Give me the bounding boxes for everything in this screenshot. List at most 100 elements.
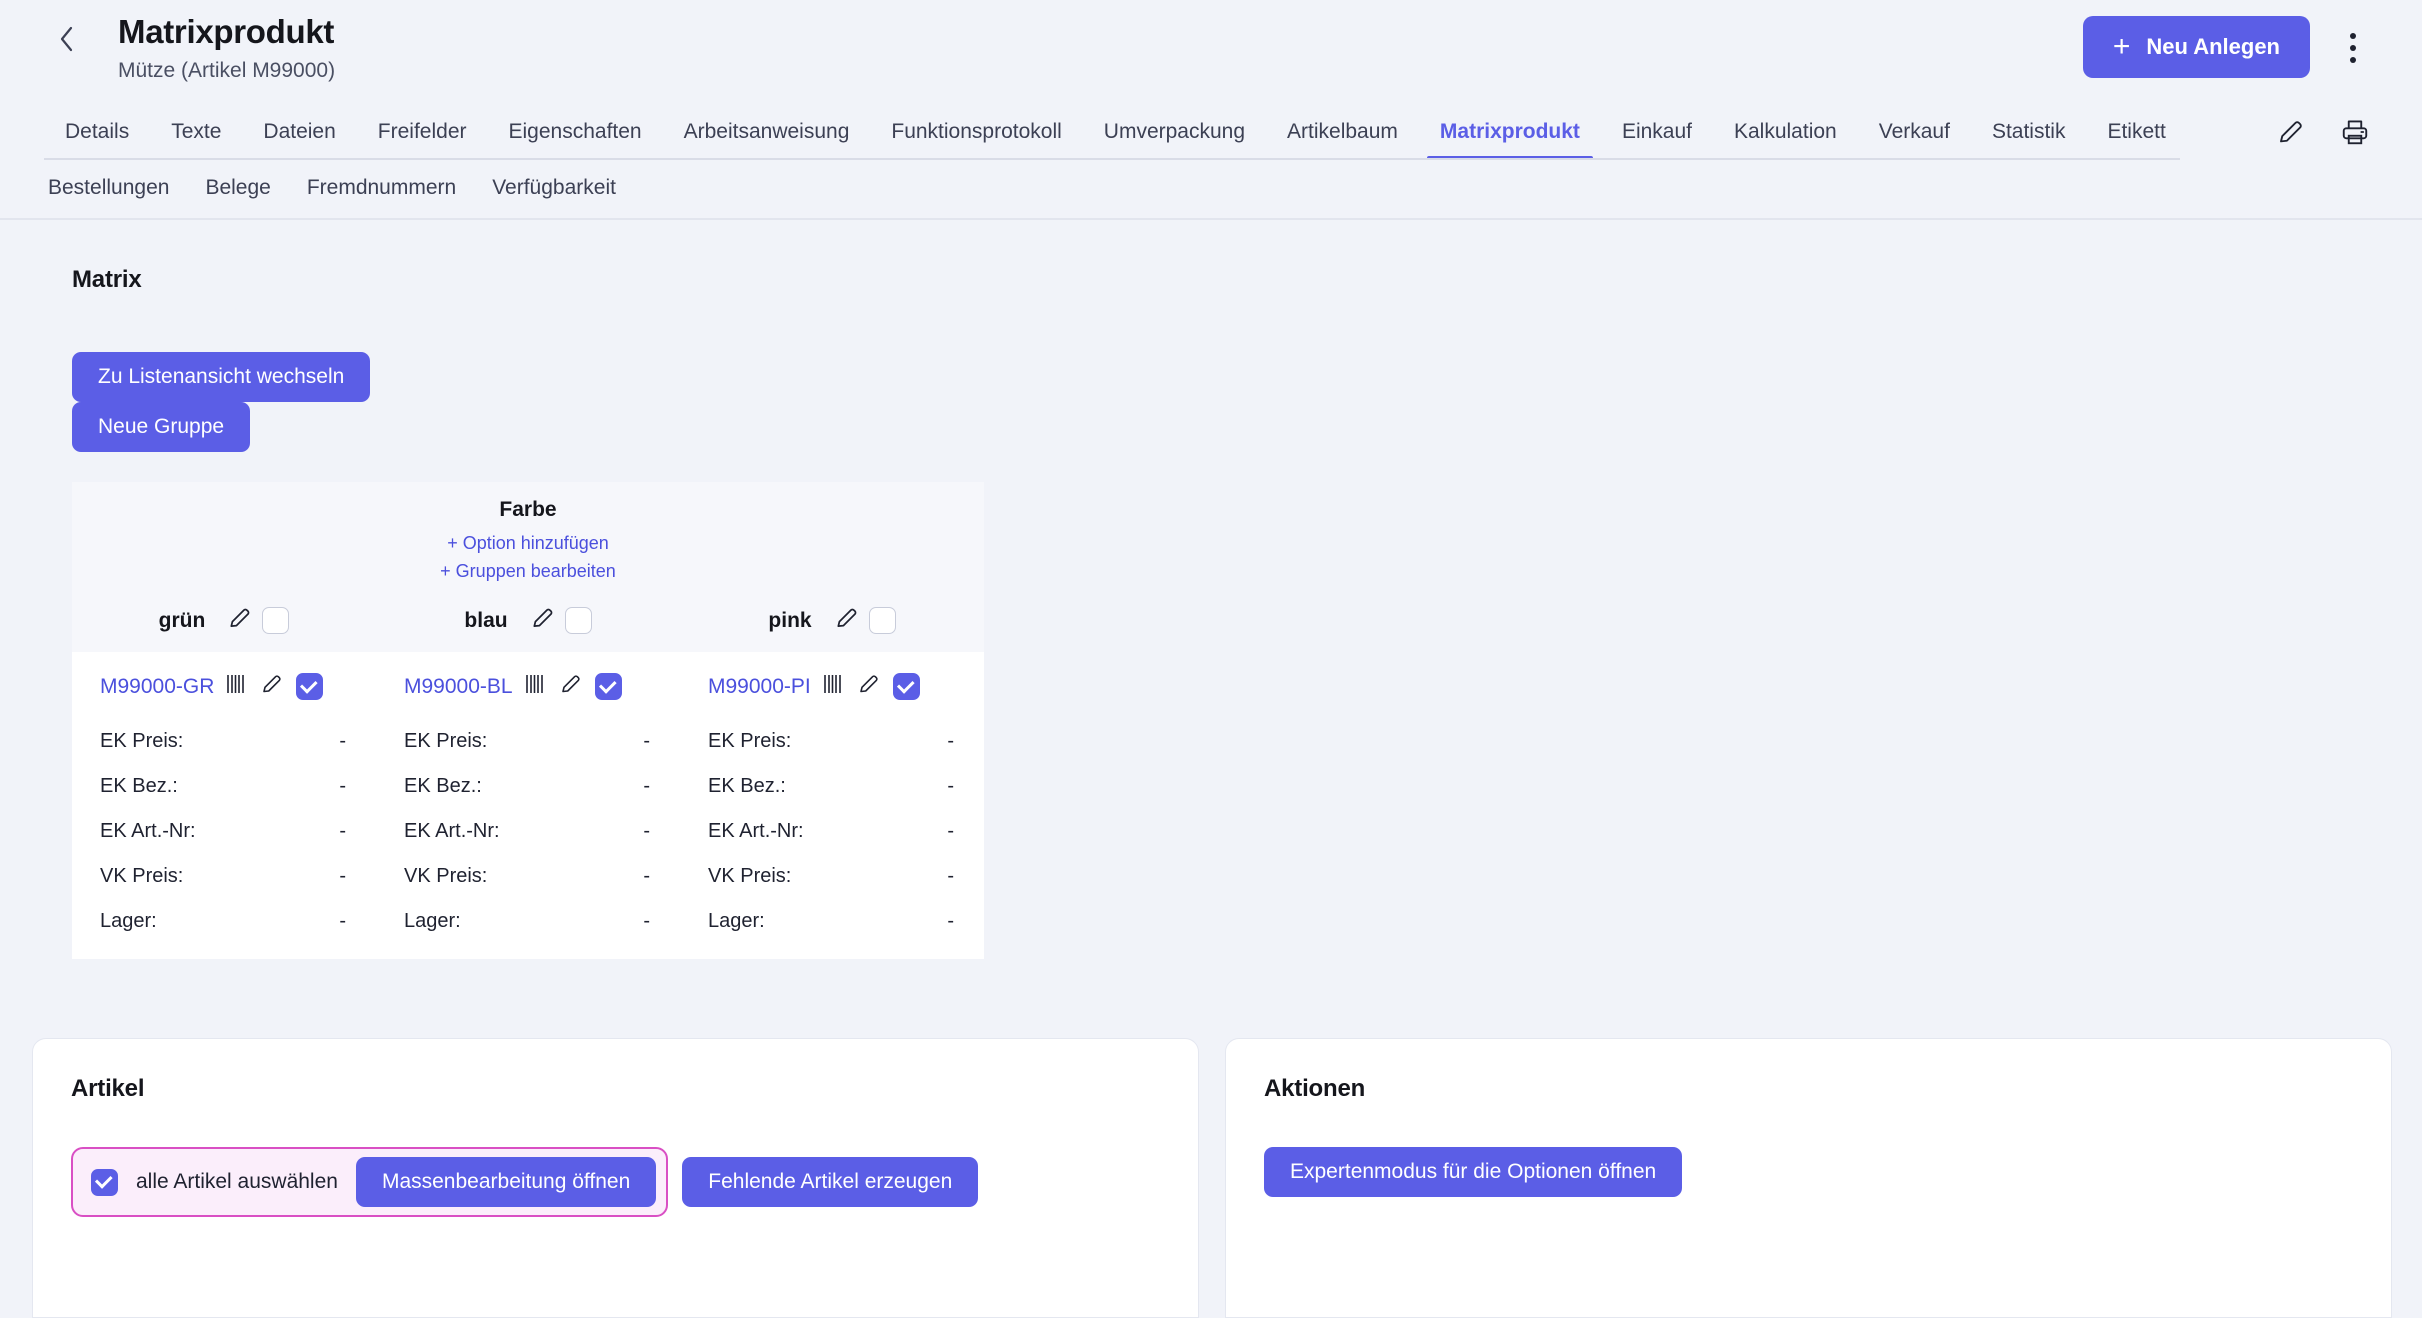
barcode-icon (525, 675, 543, 693)
open-expert-mode-button[interactable]: Expertenmodus für die Optionen öffnen (1264, 1147, 1683, 1197)
subtab-belege[interactable]: Belege (205, 176, 271, 199)
tab-verkauf[interactable]: Verkauf (1878, 120, 1950, 143)
sku-select-checkbox[interactable] (296, 673, 324, 700)
switch-to-list-view-button[interactable]: Zu Listenansicht wechseln (72, 352, 371, 402)
tab-umverpackung[interactable]: Umverpackung (1103, 120, 1246, 143)
matrix-attribute-row: EK Art.-Nr: - EK Art.-Nr: - EK Art.-Nr: - (72, 809, 984, 854)
add-option-link[interactable]: + Option hinzufügen (447, 533, 609, 553)
more-options-button[interactable] (2336, 28, 2370, 68)
matrix-attribute-label: Lager: (100, 910, 157, 932)
matrix-attribute-label: Lager: (708, 910, 765, 932)
back-button[interactable] (50, 22, 84, 56)
tab-texte[interactable]: Texte (171, 120, 222, 143)
sku-select-checkbox[interactable] (892, 673, 920, 700)
printer-icon[interactable] (2340, 117, 2370, 152)
create-missing-articles-button[interactable]: Fehlende Artikel erzeugen (682, 1157, 979, 1207)
matrix-attribute-cell: EK Art.-Nr: - (376, 809, 680, 854)
matrix-attribute-value: - (339, 730, 346, 752)
matrix-attribute-cell: EK Preis: - (72, 719, 376, 764)
matrix-attribute-value: - (339, 910, 346, 932)
more-vertical-icon-dot (2350, 57, 2356, 63)
matrix-attribute-row: EK Preis: - EK Preis: - EK Preis: - (72, 719, 984, 764)
tab-dateien[interactable]: Dateien (263, 120, 336, 143)
tab-kalkulation[interactable]: Kalkulation (1733, 120, 1837, 143)
more-vertical-icon-dot (2350, 45, 2356, 51)
matrix-attribute-value: - (947, 865, 954, 887)
tab-matrixprodukt[interactable]: Matrixprodukt (1419, 114, 1601, 160)
primary-tabbar: Details Texte Dateien Freifelder Eigenschaft… (0, 104, 2422, 160)
barcode-icon (227, 675, 245, 693)
matrix-attribute-label: EK Preis: (100, 730, 184, 752)
articles-card-title: Artikel (71, 1075, 145, 1102)
sku-edit-button[interactable] (857, 672, 881, 701)
select-all-articles-label: alle Artikel auswählen (136, 1170, 338, 1193)
matrix-option-name: blau (464, 608, 508, 632)
matrix-attribute-value: - (643, 775, 650, 797)
matrix-option-header: blau (376, 595, 680, 652)
matrix-option-header: pink (680, 595, 984, 652)
select-all-articles-checkbox[interactable] (91, 1168, 118, 1196)
primary-tab-list: Details Texte Dateien Freifelder Eigenschaft… (44, 114, 2187, 160)
matrix-attribute-value: - (643, 865, 650, 887)
option-select-checkbox[interactable] (262, 607, 290, 634)
tab-arbeitsanweisung[interactable]: Arbeitsanweisung (683, 120, 850, 143)
matrix-attribute-cell: EK Bez.: - (72, 764, 376, 809)
matrix-sku-cell: M99000-BL (376, 652, 680, 719)
matrix-attribute-label: EK Bez.: (708, 775, 786, 797)
option-edit-button[interactable] (834, 605, 860, 636)
matrix-attribute-cell: VK Preis: - (680, 854, 984, 899)
sku-edit-button[interactable] (260, 672, 284, 701)
matrix-attribute-value: - (643, 820, 650, 842)
page-title: Matrixprodukt (118, 13, 335, 50)
tabbar-divider (44, 158, 2180, 160)
tab-artikelbaum[interactable]: Artikelbaum (1287, 120, 1398, 143)
tab-statistik[interactable]: Statistik (1991, 120, 2066, 143)
sku-link[interactable]: M99000-PI (708, 674, 811, 698)
tabbar-icons (2276, 117, 2370, 152)
secondary-tabbar: Bestellungen Belege Fremdnummern Verfügbark… (0, 160, 2422, 218)
matrix-attribute-label: EK Art.-Nr: (404, 820, 500, 842)
matrix-attribute-value: - (339, 775, 346, 797)
option-select-checkbox[interactable] (564, 607, 592, 634)
tab-etikett[interactable]: Etikett (2107, 120, 2166, 143)
edit-groups-link[interactable]: + Gruppen bearbeiten (440, 561, 616, 581)
option-edit-button[interactable] (227, 605, 253, 636)
sku-barcode-button[interactable] (823, 672, 845, 701)
matrix-heading: Matrix (72, 266, 142, 293)
matrix-attribute-label: VK Preis: (708, 865, 792, 887)
pencil-icon[interactable] (2276, 117, 2306, 152)
content-divider (0, 218, 2422, 220)
actions-card-title: Aktionen (1264, 1075, 1366, 1102)
sku-barcode-button[interactable] (226, 672, 248, 701)
matrix-attribute-cell: EK Art.-Nr: - (680, 809, 984, 854)
title-block: Matrixprodukt Mütze (Artikel M99000) (118, 12, 335, 83)
actions-card-actions: Expertenmodus für die Optionen öffnen (1264, 1147, 2353, 1197)
sku-link[interactable]: M99000-BL (404, 674, 513, 698)
tab-freifelder[interactable]: Freifelder (377, 120, 467, 143)
new-create-button[interactable]: + Neu Anlegen (2082, 16, 2310, 78)
tab-funktionsprotokoll[interactable]: Funktionsprotokoll (891, 120, 1062, 143)
matrix-attribute-label: VK Preis: (404, 865, 488, 887)
open-bulk-edit-button[interactable]: Massenbearbeitung öffnen (355, 1157, 657, 1207)
option-edit-button[interactable] (530, 605, 556, 636)
subtab-fremdnummern[interactable]: Fremdnummern (306, 176, 457, 199)
matrix-action-buttons: Zu Listenansicht wechseln Neue Gruppe (72, 352, 2422, 452)
pencil-icon (859, 675, 878, 693)
subtab-bestellungen[interactable]: Bestellungen (48, 176, 170, 199)
matrix-table-body: M99000-GR M99000-BL M99000-PI EK Preis: - EK … (72, 652, 984, 959)
sku-barcode-button[interactable] (525, 672, 547, 701)
option-select-checkbox[interactable] (868, 607, 896, 634)
matrix-attribute-value: - (947, 730, 954, 752)
new-group-button[interactable]: Neue Gruppe (72, 402, 251, 452)
sku-select-checkbox[interactable] (594, 673, 622, 700)
subtab-verf-gbarkeit[interactable]: Verfügbarkeit (492, 176, 616, 199)
pencil-icon (561, 675, 580, 693)
tab-eigenschaften[interactable]: Eigenschaften (508, 120, 642, 143)
sku-link[interactable]: M99000-GR (100, 674, 215, 698)
plus-icon: + (2112, 30, 2131, 63)
matrix-attribute-label: EK Bez.: (100, 775, 178, 797)
sku-edit-button[interactable] (559, 672, 583, 701)
actions-card: Aktionen Expertenmodus für die Optionen … (1225, 1038, 2392, 1318)
tab-einkauf[interactable]: Einkauf (1621, 120, 1692, 143)
tab-details[interactable]: Details (65, 120, 130, 143)
